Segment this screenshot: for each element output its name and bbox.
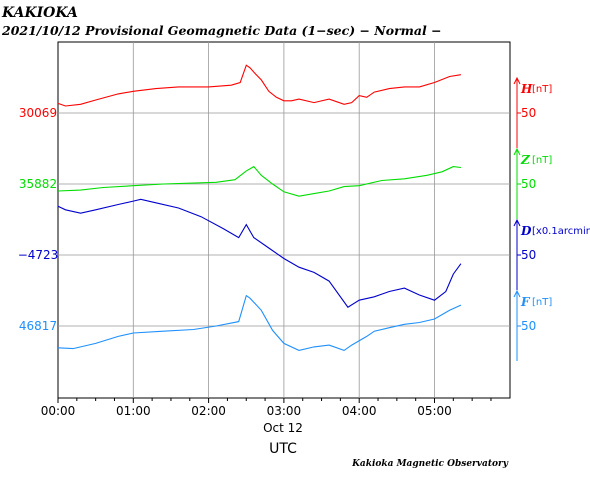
scale-arrow-d <box>513 218 521 227</box>
component-name-d: D <box>520 224 532 238</box>
x-tick-label: 00:00 <box>41 404 76 418</box>
component-unit-z: [nT] <box>532 155 552 166</box>
x-axis: 00:00 01:00 02:00 03:00 04:00 05:00 <box>41 398 492 418</box>
date-label: Oct 12 <box>263 421 303 435</box>
x-axis-label: UTC <box>269 441 297 457</box>
baseline-label-z: 35882 <box>19 177 57 191</box>
x-tick-label: 03:00 <box>267 404 302 418</box>
scale-arrow-z <box>513 147 521 156</box>
scale-value-z: 50 <box>521 177 536 191</box>
baseline-label-d: −4723 <box>18 248 59 262</box>
component-name-z: Z <box>520 153 531 167</box>
chart-subtitle: 2021/10/12 Provisional Geomagnetic Data … <box>1 23 442 38</box>
component-name-h: H <box>520 82 533 96</box>
scale-value-d: 50 <box>521 248 536 262</box>
component-unit-d: [x0.1arcmin] <box>532 226 590 237</box>
series-line-d <box>57 198 462 308</box>
component-unit-h: [nT] <box>532 84 552 95</box>
baseline-label-f: 46817 <box>19 319 57 333</box>
scale-value-f: 50 <box>521 319 536 333</box>
x-tick-label: 01:00 <box>116 404 151 418</box>
baseline-label-h: 30069 <box>19 106 57 120</box>
component-unit-f: [nT] <box>532 297 552 308</box>
series-line-z <box>57 165 461 197</box>
x-tick-label: 02:00 <box>191 404 226 418</box>
series-line-f <box>57 294 462 352</box>
series-labels: 30069 50H [nT]35882 50Z [nT]−4723 50D [x0.1arc… <box>18 76 590 361</box>
component-name-f: F <box>520 295 531 309</box>
grid <box>58 42 510 398</box>
scale-value-h: 50 <box>521 106 536 120</box>
x-tick-label: 04:00 <box>342 404 377 418</box>
series-line-h <box>57 64 461 107</box>
series-lines <box>57 64 462 352</box>
credit-text: Kakioka Magnetic Observatory <box>351 459 509 469</box>
x-tick-label: 05:00 <box>417 404 452 418</box>
scale-arrow-h <box>513 76 521 85</box>
scale-arrow-f <box>513 289 521 298</box>
chart-title: KAKIOKA <box>1 5 78 21</box>
